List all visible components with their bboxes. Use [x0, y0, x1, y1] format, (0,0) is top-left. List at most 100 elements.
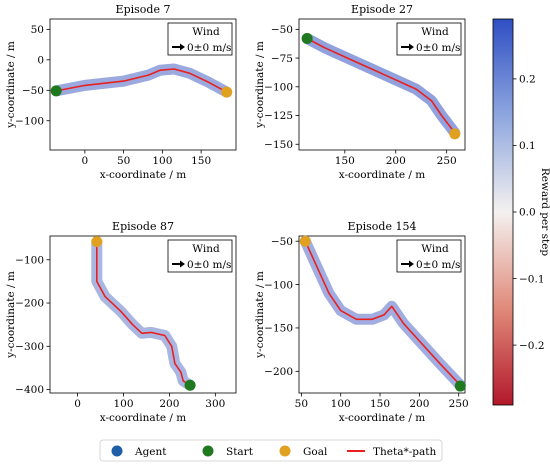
x-tick-label: 200: [409, 398, 429, 410]
x-tick-label: 150: [335, 155, 355, 167]
x-tick-label: 0: [82, 155, 89, 167]
wind-value: 0±0 m/s: [187, 259, 231, 271]
x-axis-label: x-coordinate / m: [100, 412, 187, 424]
x-tick-label: 150: [370, 398, 390, 410]
y-tick-label: −400: [15, 384, 44, 396]
x-tick-label: 250: [449, 398, 469, 410]
y-axis-label: y-coordinate / m: [5, 41, 17, 129]
wind-value: 0±0 m/s: [416, 42, 460, 54]
y-tick-label: −150: [264, 139, 293, 151]
subplot-title: Episode 27: [351, 3, 413, 16]
y-axis-label: y-coordinate / m: [254, 41, 266, 129]
y-tick-label: −100: [264, 81, 293, 93]
y-tick-label: −100: [15, 115, 44, 127]
x-tick-label: 150: [191, 155, 211, 167]
y-tick-label: −50: [271, 24, 293, 36]
goal-marker: [221, 86, 233, 98]
legend-label: Start: [226, 446, 254, 458]
x-tick-label: 200: [159, 398, 179, 410]
wind-value: 0±0 m/s: [187, 42, 231, 54]
wind-arrow-head-icon: [409, 260, 414, 268]
y-tick-label: −100: [264, 279, 293, 291]
wind-box: [167, 22, 233, 56]
x-axis-label: x-coordinate / m: [339, 412, 426, 424]
y-axis-label: y-coordinate / m: [254, 271, 266, 359]
y-tick-label: 0: [37, 55, 44, 67]
x-tick-label: 100: [331, 398, 351, 410]
x-tick-label: 50: [117, 155, 130, 167]
legend: Agent Start Goal Theta*-path: [99, 439, 443, 462]
x-tick-label: 100: [152, 155, 172, 167]
wind-arrow-head-icon: [409, 43, 414, 51]
wind-title: Wind: [192, 26, 220, 38]
x-tick-label: 50: [295, 398, 308, 410]
y-tick-label: −150: [264, 323, 293, 335]
y-tick-label: −200: [15, 298, 44, 310]
y-tick-label: −75: [271, 53, 293, 65]
legend-marker: [111, 445, 123, 457]
start-marker: [50, 85, 62, 97]
colorbar-tick-label: 0.0: [519, 207, 536, 219]
legend-marker: [279, 445, 291, 457]
subplot-title: Episode 154: [348, 220, 417, 233]
legend-label: Agent: [134, 446, 167, 458]
legend-item-agent: Agent: [111, 445, 167, 458]
wind-title: Wind: [192, 243, 220, 255]
start-marker: [301, 33, 313, 45]
legend-label: Theta*-path: [373, 446, 436, 458]
wind-box: [396, 239, 462, 273]
y-tick-label: −50: [22, 85, 44, 97]
wind-arrow-head-icon: [180, 260, 185, 268]
theta-star-path: [304, 240, 462, 387]
legend-item-theta-path: Theta*-path: [347, 446, 436, 458]
y-tick-label: −100: [15, 254, 44, 266]
start-marker: [454, 380, 466, 392]
y-tick-label: −300: [15, 341, 44, 353]
colorbar-label: Reward per step: [539, 168, 550, 257]
wind-indicator: Wind 0±0 m/s: [167, 22, 233, 56]
start-marker: [184, 379, 196, 391]
subplot-2: 150 200 250 −50 −75 −100 −125 −150 Episode 27 x-c…: [254, 3, 466, 181]
legend-marker: [202, 445, 214, 457]
y-tick-label: −125: [264, 110, 293, 122]
subplot-title: Episode 7: [116, 3, 171, 16]
wind-title: Wind: [421, 243, 449, 255]
y-tick-label: −50: [271, 236, 293, 248]
goal-marker: [91, 236, 103, 248]
theta-star-path: [96, 241, 191, 387]
legend-item-goal: Goal: [279, 445, 328, 458]
colorbar-tick-label: 0.2: [519, 74, 536, 86]
y-axis-label: y-coordinate / m: [5, 271, 17, 359]
colorbar-tick-label: 0.1: [519, 140, 536, 152]
goal-marker: [449, 128, 461, 140]
wind-indicator: Wind 0±0 m/s: [167, 239, 233, 273]
wind-value: 0±0 m/s: [416, 259, 460, 271]
colorbar-gradient: [492, 18, 514, 406]
theta-star-path: [306, 37, 456, 134]
goal-marker: [299, 235, 311, 247]
wind-box: [396, 22, 462, 56]
x-tick-label: 0: [74, 398, 81, 410]
subplot-4: 50 100 150 200 250 −50 −100 −150 −200 Episode 154…: [254, 220, 469, 424]
x-tick-label: 300: [205, 398, 225, 410]
y-tick-label: 50: [31, 24, 44, 36]
subplot-1: 0 50 100 150 50 0 −50 −100 Episode 7 x-coordinate…: [5, 3, 237, 181]
x-axis-label: x-coordinate / m: [100, 169, 187, 181]
x-tick-label: 200: [386, 155, 406, 167]
legend-frame: [99, 439, 443, 462]
colorbar-tick-label: −0.1: [519, 273, 545, 285]
legend-item-start: Start: [202, 445, 254, 458]
subplot-3: 0 100 200 300 −100 −200 −300 −400 Episode 87 x-co…: [5, 220, 237, 424]
wind-indicator: Wind 0±0 m/s: [396, 22, 462, 56]
legend-label: Goal: [303, 446, 328, 458]
x-axis-label: x-coordinate / m: [339, 169, 426, 181]
wind-box: [167, 239, 233, 273]
colorbar-tick-label: −0.2: [519, 340, 545, 352]
x-tick-label: 100: [113, 398, 133, 410]
wind-arrow-head-icon: [180, 43, 185, 51]
wind-title: Wind: [421, 26, 449, 38]
subplot-title: Episode 87: [112, 220, 174, 233]
y-tick-label: −200: [264, 366, 293, 378]
theta-star-path: [55, 68, 228, 93]
